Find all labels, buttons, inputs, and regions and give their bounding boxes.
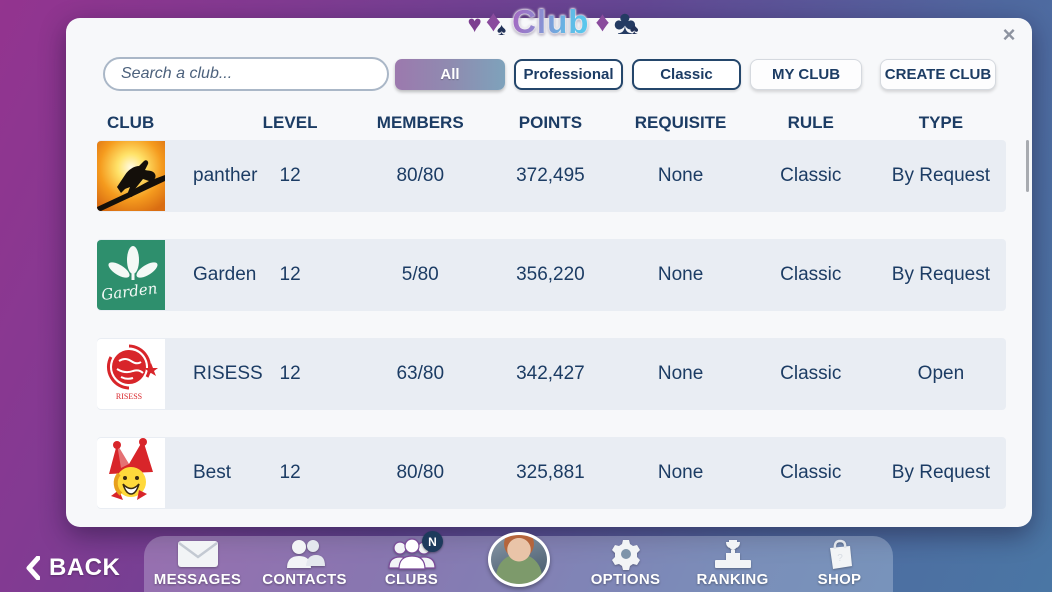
nav-label: RANKING bbox=[696, 571, 769, 588]
club-logo-jester bbox=[97, 438, 165, 508]
podium-trophy-icon bbox=[713, 537, 753, 571]
club-points: 342,427 bbox=[516, 363, 585, 384]
club-members: 63/80 bbox=[396, 363, 445, 384]
shopping-bag-icon: ? bbox=[825, 537, 855, 571]
gear-icon bbox=[610, 537, 642, 571]
close-icon[interactable]: × bbox=[1002, 22, 1016, 47]
diamond-suit-icon: ♦ bbox=[485, 5, 502, 38]
nav-label: CONTACTS bbox=[262, 571, 347, 588]
bottom-navbar: MESSAGES CONTACTS bbox=[144, 531, 893, 592]
heart-suit-icon: ♥ bbox=[467, 11, 482, 38]
header-requisite: REQUISITE bbox=[634, 113, 727, 132]
back-label: BACK bbox=[49, 554, 121, 581]
spade-suit-icon: ♠ bbox=[497, 19, 507, 39]
club-dialog: × All Professional Classic MY CLUB CREAT… bbox=[66, 18, 1032, 527]
club-rule: Classic bbox=[780, 165, 842, 186]
club-name: panther bbox=[193, 165, 258, 186]
chevron-left-icon bbox=[26, 556, 40, 580]
club-requisite: None bbox=[657, 264, 704, 285]
scrollbar-thumb[interactable] bbox=[1026, 140, 1029, 192]
nav-label: MESSAGES bbox=[153, 571, 242, 588]
people-icon bbox=[284, 537, 326, 571]
table-row[interactable]: Best 12 80/80 325,881 None Classic By Re… bbox=[97, 437, 1006, 509]
club-suit-icon: ♣ bbox=[613, 4, 637, 42]
nav-options[interactable]: OPTIONS bbox=[572, 536, 679, 592]
club-level: 12 bbox=[279, 264, 301, 285]
club-requisite: None bbox=[657, 363, 704, 384]
club-level: 12 bbox=[279, 165, 301, 186]
club-name: Best bbox=[193, 462, 232, 483]
nav-shop[interactable]: ? SHOP bbox=[786, 536, 893, 592]
spade-suit-icon: ♠ bbox=[630, 21, 639, 38]
filter-all-button[interactable]: All bbox=[395, 58, 505, 90]
svg-text:RISESS: RISESS bbox=[116, 392, 142, 401]
club-rule: Classic bbox=[780, 363, 842, 384]
header-members: MEMBERS bbox=[376, 113, 464, 132]
club-level: 12 bbox=[279, 462, 301, 483]
filter-classic-button[interactable]: Classic bbox=[632, 58, 741, 90]
club-logo-garden: Garden bbox=[97, 240, 165, 310]
nav-messages[interactable]: MESSAGES bbox=[144, 536, 251, 592]
filter-professional-button[interactable]: Professional bbox=[514, 58, 623, 90]
my-club-button[interactable]: MY CLUB bbox=[750, 58, 862, 90]
club-requisite: None bbox=[657, 165, 704, 186]
club-members: 5/80 bbox=[401, 264, 439, 285]
club-type: By Request bbox=[891, 462, 991, 483]
nav-ranking[interactable]: RANKING bbox=[679, 536, 786, 592]
club-type: By Request bbox=[891, 165, 991, 186]
club-toolbar: All Professional Classic MY CLUB CREATE … bbox=[103, 57, 997, 91]
header-club: CLUB bbox=[107, 113, 155, 132]
club-requisite: None bbox=[657, 462, 704, 483]
club-rule: Classic bbox=[780, 462, 842, 483]
header-rule: RULE bbox=[787, 113, 834, 132]
nav-label: OPTIONS bbox=[590, 571, 661, 588]
nav-clubs[interactable]: N CLUBS bbox=[358, 531, 465, 592]
header-level: LEVEL bbox=[262, 113, 318, 132]
table-row[interactable]: Garden Garden 12 5/80 356,220 None Class… bbox=[97, 239, 1006, 311]
table-row[interactable]: panther 12 80/80 372,495 None Classic By… bbox=[97, 140, 1006, 212]
club-table: CLUB LEVEL MEMBERS POINTS REQUISITE RULE… bbox=[97, 108, 1006, 536]
nav-profile[interactable] bbox=[465, 532, 572, 592]
club-name: Garden bbox=[193, 264, 257, 285]
club-logo-panther bbox=[97, 141, 165, 211]
club-points: 325,881 bbox=[516, 462, 585, 483]
club-level: 12 bbox=[279, 363, 301, 384]
nav-label: SHOP bbox=[817, 571, 862, 588]
club-points: 372,495 bbox=[516, 165, 585, 186]
table-row[interactable]: RISESS RISESS 12 63/80 342,427 None Clas… bbox=[97, 338, 1006, 410]
create-club-button[interactable]: CREATE CLUB bbox=[880, 58, 996, 90]
back-button[interactable]: BACK bbox=[26, 554, 120, 582]
club-type: By Request bbox=[891, 264, 991, 285]
header-points: POINTS bbox=[518, 113, 583, 132]
club-members: 80/80 bbox=[396, 462, 445, 483]
table-header: CLUB LEVEL MEMBERS POINTS REQUISITE RULE… bbox=[97, 108, 1006, 138]
club-logo-risess: RISESS bbox=[97, 339, 165, 409]
header-type: TYPE bbox=[918, 113, 964, 132]
envelope-icon bbox=[176, 537, 220, 571]
nav-contacts[interactable]: CONTACTS bbox=[251, 536, 358, 592]
club-type: Open bbox=[917, 363, 965, 384]
svg-text:?: ? bbox=[837, 553, 843, 564]
avatar[interactable] bbox=[487, 532, 550, 587]
dialog-title-banner: ♥ ♦ ♠ Club ♦ ♣ ♠ bbox=[467, 0, 638, 44]
nav-label: CLUBS bbox=[384, 571, 439, 588]
page-title: Club bbox=[512, 3, 590, 40]
club-name: RISESS bbox=[193, 363, 263, 384]
club-members: 80/80 bbox=[396, 165, 445, 186]
club-points: 356,220 bbox=[516, 264, 585, 285]
search-input[interactable] bbox=[103, 57, 389, 91]
club-rule: Classic bbox=[780, 264, 842, 285]
clubs-badge: N bbox=[422, 531, 443, 552]
diamond-suit-icon: ♦ bbox=[595, 6, 610, 37]
